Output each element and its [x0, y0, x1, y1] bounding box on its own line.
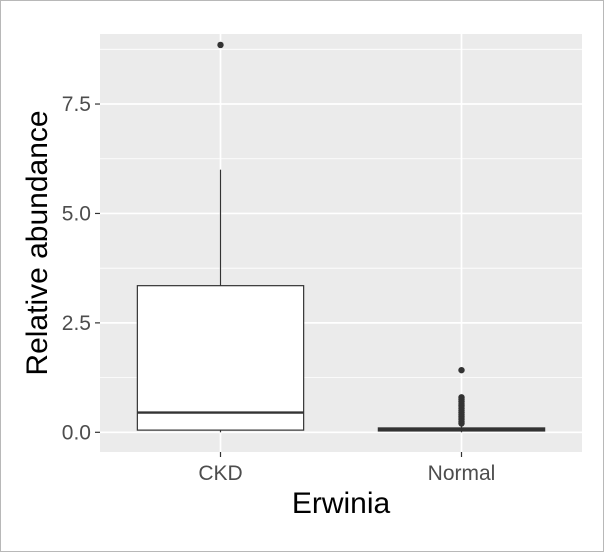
y-tick-label: 0.0 — [62, 421, 91, 444]
y-axis-title: Relative abundance — [21, 110, 54, 375]
x-tick-label: Normal — [428, 462, 496, 485]
y-tick-label: 2.5 — [62, 312, 91, 335]
box-normal — [377, 366, 546, 433]
x-tick-label: CKD — [198, 462, 242, 485]
outlier-point — [458, 366, 465, 374]
y-tick-label: 7.5 — [62, 93, 91, 116]
box-iqr — [136, 285, 305, 431]
boxes-layer — [136, 41, 546, 433]
outlier-point — [217, 41, 224, 49]
y-axis-ticks: 0.0 2.5 5.0 7.5 — [62, 93, 100, 444]
x-axis-title: Erwinia — [292, 487, 391, 520]
y-tick-label: 5.0 — [62, 202, 91, 225]
outlier-point — [458, 420, 465, 427]
x-axis-ticks: CKD Normal — [198, 452, 495, 485]
box-ckd — [136, 41, 305, 433]
